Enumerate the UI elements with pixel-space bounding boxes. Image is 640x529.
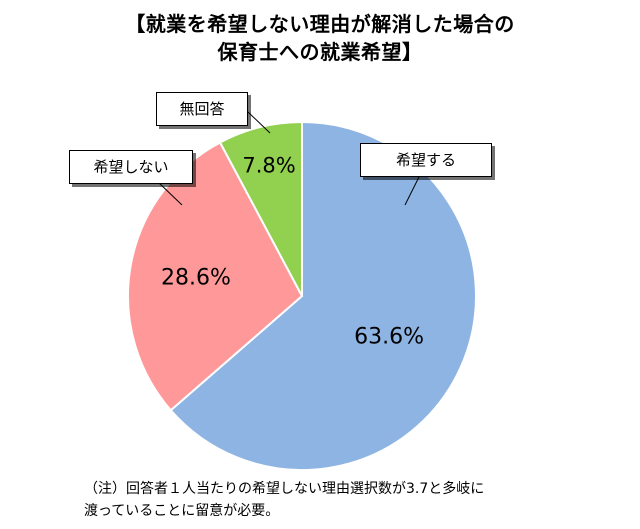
legend-label-yes: 希望する [360,143,492,177]
leader-line-no [157,181,183,206]
leader-line-no-answer [247,111,271,134]
footnote-line-1: （注）回答者１人当たりの希望しない理由選択数が3.7と多岐に [84,481,485,497]
footnote-line-2: 渡っていることに留意が必要。 [84,503,280,519]
chart-title-line-1: 【就業を希望しない理由が解消した場合の [125,12,515,36]
value-label-no: 28.6% [161,265,231,290]
leader-line-yes [404,174,421,206]
chart-title-line-2: 保育士への就業希望】 [217,40,423,64]
footnote: （注）回答者１人当たりの希望しない理由選択数が3.7と多岐に 渡っていることに留… [84,478,484,522]
chart-title: 【就業を希望しない理由が解消した場合の 保育士への就業希望】 [0,10,640,66]
value-label-no-answer: 7.8% [242,153,295,177]
legend-label-no: 希望しない [69,150,193,184]
value-label-yes: 63.6% [354,325,424,350]
pie-slice-no-answer [218,120,303,297]
legend-label-no-answer: 無回答 [156,92,248,126]
